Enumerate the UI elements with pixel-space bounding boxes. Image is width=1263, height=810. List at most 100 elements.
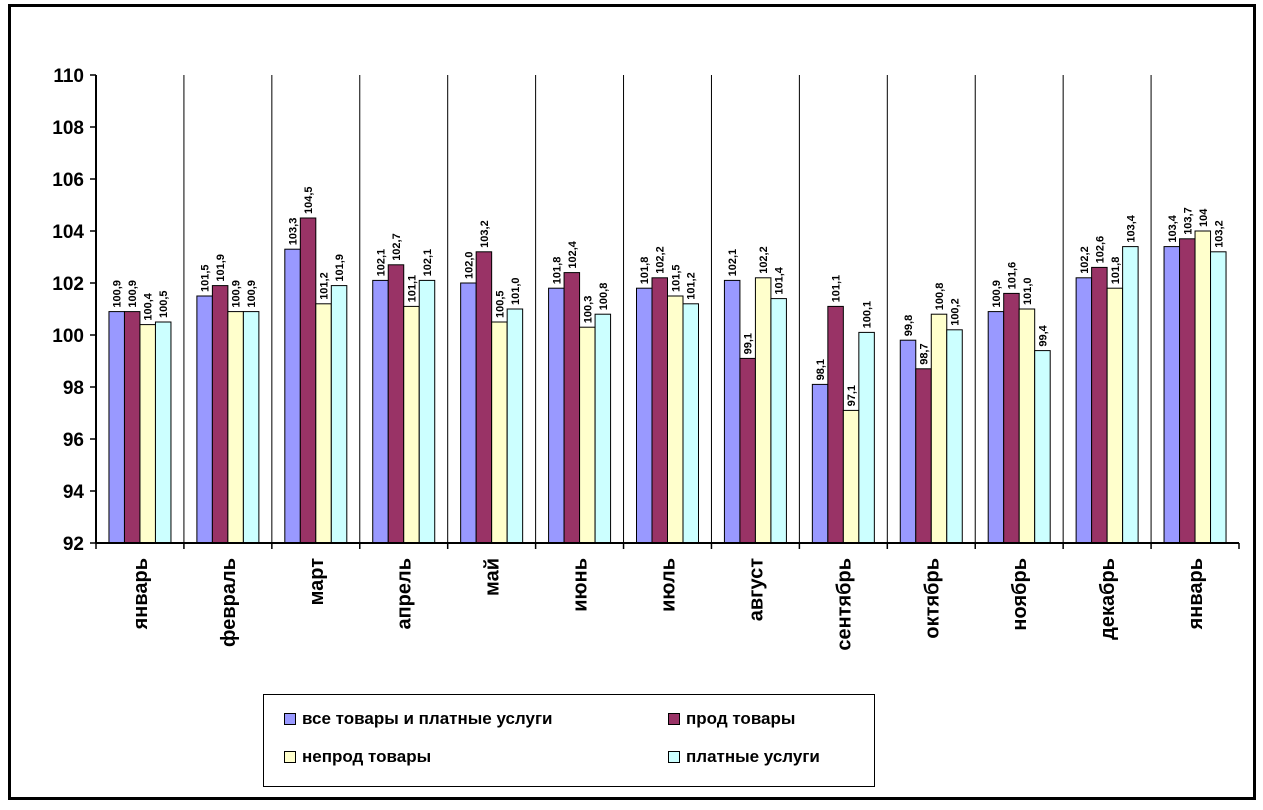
bar-data-label: 101,2 (686, 272, 698, 300)
bar (418, 279, 436, 544)
legend-label-food: прод товары (686, 709, 796, 728)
bar (1034, 350, 1051, 544)
bar-data-label: 98,1 (815, 359, 827, 380)
bar (491, 321, 508, 544)
bar (723, 279, 741, 544)
legend-swatch-services (668, 751, 680, 763)
bar-data-label: 103,7 (1182, 207, 1194, 235)
bar-data-label: 103,4 (1125, 214, 1137, 242)
y-tick-label: 108 (52, 118, 84, 139)
bar-data-label: 102,1 (422, 249, 434, 277)
bar (1122, 246, 1139, 544)
bar (811, 383, 829, 544)
x-category-label: сентябрь (833, 558, 855, 651)
bar (770, 298, 787, 544)
bar-data-label: 100,3 (582, 296, 594, 324)
bar-data-label: 102,0 (463, 251, 475, 279)
y-tick-label: 94 (63, 482, 85, 503)
bar-data-label: 102,1 (375, 249, 387, 277)
bar-data-label: 102,2 (1079, 246, 1091, 274)
bar (1163, 246, 1181, 544)
bar (987, 311, 1005, 544)
bar (242, 311, 260, 544)
bar-data-label: 101,8 (639, 257, 651, 285)
bar (123, 311, 141, 544)
x-category-label: февраль (218, 558, 240, 647)
bar-data-label: 101,8 (551, 257, 563, 285)
bar (858, 331, 875, 544)
bar-data-label: 101,6 (1006, 262, 1018, 290)
legend-swatch-all (284, 713, 296, 725)
bar (842, 409, 860, 544)
bar-data-label: 101,9 (215, 254, 227, 282)
bar-data-label: 98,7 (919, 343, 931, 364)
bar-data-label: 101,8 (1110, 257, 1122, 285)
bar-data-label: 100,9 (231, 280, 243, 308)
bar-data-label: 100,9 (246, 280, 258, 308)
legend-label-nonfood: непрод товары (302, 747, 432, 766)
legend: все товары и платные услуги прод товары … (263, 694, 875, 787)
bar-data-label: 102,6 (1094, 236, 1106, 264)
bar (1106, 287, 1124, 544)
bar-data-label: 102,1 (727, 249, 739, 277)
x-category-label: июнь (570, 558, 592, 612)
y-tick-label: 98 (63, 378, 84, 399)
x-category-label: май (482, 558, 504, 596)
bar-data-label: 100,2 (950, 298, 962, 326)
bar-data-label: 100,9 (127, 280, 139, 308)
bar (827, 305, 844, 544)
bar-data-label: 99,8 (903, 315, 915, 336)
bar (915, 368, 932, 544)
legend-item-food: прод товары (668, 709, 795, 729)
x-category-label: март (306, 558, 328, 606)
bar (1194, 230, 1212, 544)
bar-data-label: 102,2 (655, 246, 667, 274)
bar (1091, 266, 1108, 544)
x-category-label: ноябрь (1009, 558, 1031, 631)
bar (579, 326, 596, 544)
bar-data-label: 102,4 (567, 240, 579, 268)
bar (739, 357, 756, 544)
y-tick-label: 104 (52, 222, 84, 243)
legend-item-services: платные услуги (668, 747, 820, 767)
bar-data-label: 103,4 (1167, 214, 1179, 242)
bar-data-label: 103,2 (479, 220, 491, 248)
x-category-label: октябрь (921, 558, 943, 639)
bar (330, 285, 348, 544)
bar-data-label: 101,2 (319, 272, 331, 300)
bar-data-label: 104 (1198, 208, 1210, 227)
bar (1018, 308, 1036, 544)
bar (299, 217, 317, 544)
bar (1179, 238, 1196, 544)
bar-data-label: 101,0 (1022, 277, 1034, 305)
bar (403, 305, 420, 544)
bar (1210, 251, 1227, 544)
bar (548, 287, 565, 544)
bar-data-label: 102,2 (758, 246, 770, 274)
bar (667, 295, 684, 544)
bar (946, 329, 963, 544)
y-tick-label: 102 (52, 274, 84, 295)
bar (506, 308, 524, 544)
y-tick-label: 110 (53, 66, 84, 87)
bar (594, 313, 612, 544)
bar (315, 303, 332, 544)
bar-data-label: 97,1 (846, 385, 858, 406)
bar (196, 295, 213, 544)
x-category-label: декабрь (1097, 558, 1119, 640)
bar (227, 311, 244, 544)
legend-swatch-nonfood (284, 751, 296, 763)
bar-data-label: 100,5 (494, 290, 506, 318)
bar-data-label: 101,5 (670, 264, 682, 292)
bar (636, 287, 653, 544)
bar (372, 279, 389, 544)
legend-label-all: все товары и платные услуги (302, 709, 553, 728)
bar (1075, 277, 1093, 544)
bar-data-label: 100,9 (991, 280, 1003, 308)
bar (139, 324, 156, 544)
bar (563, 272, 581, 544)
bar-data-label: 101,1 (831, 275, 843, 303)
bar (284, 248, 301, 544)
y-tick-label: 96 (63, 430, 84, 451)
